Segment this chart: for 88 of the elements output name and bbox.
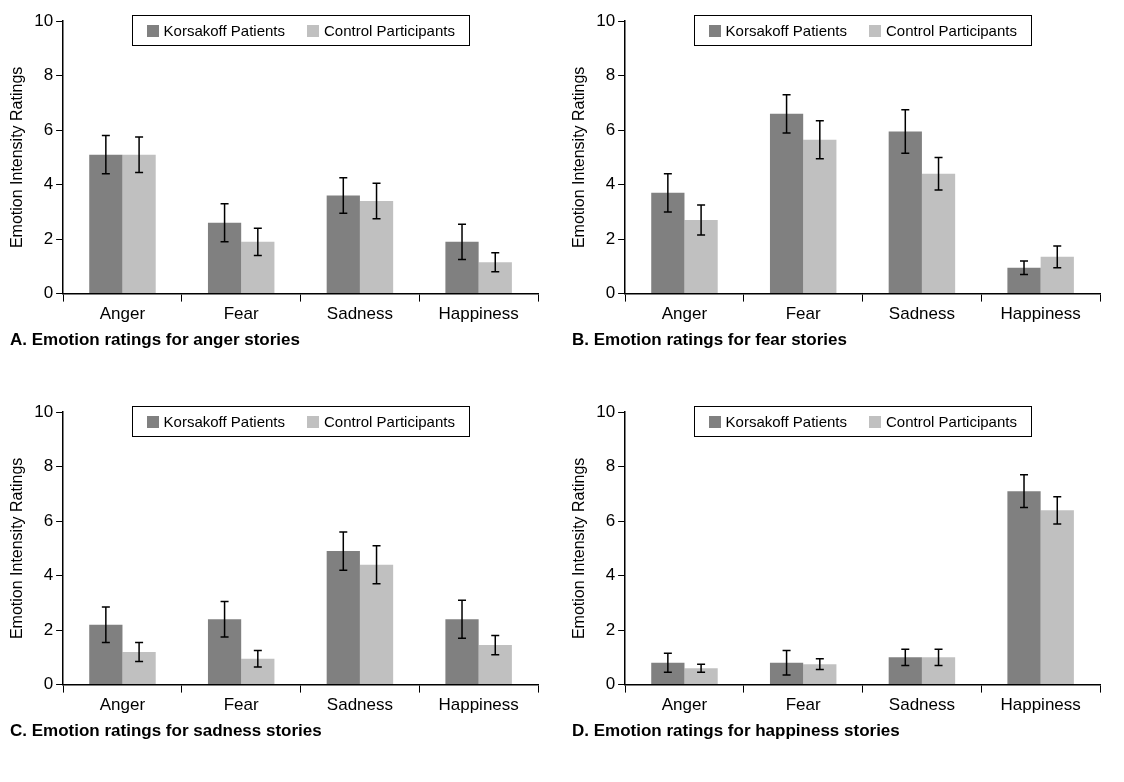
bar [478, 262, 512, 294]
text: C. Emotion ratings for sadness stories [10, 721, 322, 741]
bar [207, 619, 242, 685]
bar [1007, 267, 1041, 294]
bar [888, 131, 922, 294]
bar [122, 154, 156, 294]
x-tick-label: Fear [785, 695, 821, 715]
bar [921, 173, 956, 294]
legend-label: Korsakoff Patients [724, 22, 848, 40]
bar [769, 662, 804, 685]
y-tick-label: 6 [43, 119, 54, 139]
legend-label: Korsakoff Patients [162, 413, 286, 431]
y-tick-label: 6 [605, 119, 616, 139]
legend-label: Control Participants [885, 413, 1017, 431]
x-tick-label: Happiness [1000, 304, 1081, 324]
x-tick-label: Sadness [326, 304, 393, 324]
legend-label: Control Participants [323, 413, 455, 431]
bar [359, 564, 394, 685]
x-tick-label: Anger [661, 695, 708, 715]
legend-label: Korsakoff Patients [162, 22, 286, 40]
bar [684, 668, 718, 685]
x-tick-label: Anger [661, 304, 708, 324]
bar [241, 241, 275, 294]
y-tick-label: 8 [43, 65, 54, 85]
y-tick-label: 8 [605, 456, 616, 476]
text: A. Emotion ratings for anger stories [10, 330, 300, 350]
x-tick-label: Happiness [1000, 695, 1081, 715]
x-tick-label: Happiness [438, 695, 519, 715]
bar [1040, 510, 1074, 685]
y-tick-label: 2 [43, 619, 54, 639]
y-axis-title: Emotion Intensity Ratings [570, 66, 588, 249]
legend-label: Control Participants [323, 22, 455, 40]
y-tick-label: 6 [43, 510, 54, 530]
y-tick-label: 10 [596, 401, 616, 421]
x-tick-label: Anger [99, 304, 146, 324]
y-tick-label: 6 [605, 510, 616, 530]
legend-label: Control Participants [885, 22, 1017, 40]
text: D. Emotion ratings for happiness stories [572, 721, 900, 741]
y-tick-label: 10 [596, 10, 616, 30]
y-tick-label: 0 [605, 674, 616, 694]
bar [1040, 256, 1074, 294]
y-tick-label: 4 [43, 565, 54, 585]
y-axis-title: Emotion Intensity Ratings [8, 66, 26, 249]
bar [359, 200, 394, 294]
y-tick-label: 10 [34, 401, 54, 421]
bar [803, 664, 837, 685]
y-tick-label: 2 [43, 228, 54, 248]
bar [651, 192, 685, 294]
bar [445, 241, 479, 294]
bar [769, 113, 804, 294]
bar [445, 619, 479, 685]
bar [803, 139, 837, 294]
x-tick-label: Fear [223, 695, 259, 715]
x-tick-label: Fear [223, 304, 259, 324]
y-tick-label: 8 [43, 456, 54, 476]
bar [478, 645, 512, 685]
bar [888, 657, 922, 685]
y-tick-label: 8 [605, 65, 616, 85]
y-tick-label: 4 [605, 565, 616, 585]
bar [89, 154, 123, 294]
text: B. Emotion ratings for fear stories [572, 330, 847, 350]
y-tick-label: 0 [605, 283, 616, 303]
y-axis-title: Emotion Intensity Ratings [570, 457, 588, 640]
x-tick-label: Sadness [326, 695, 393, 715]
bar [651, 662, 685, 685]
bar [326, 551, 360, 685]
y-axis-title: Emotion Intensity Ratings [8, 457, 26, 640]
x-tick-label: Fear [785, 304, 821, 324]
bar [326, 195, 360, 294]
y-tick-label: 2 [605, 619, 616, 639]
bar [684, 220, 718, 294]
y-tick-label: 4 [605, 174, 616, 194]
y-tick-label: 0 [43, 283, 54, 303]
y-tick-label: 2 [605, 228, 616, 248]
y-tick-label: 4 [43, 174, 54, 194]
y-tick-label: 0 [43, 674, 54, 694]
x-tick-label: Sadness [888, 695, 955, 715]
bar [241, 658, 275, 685]
legend-label: Korsakoff Patients [724, 413, 848, 431]
x-tick-label: Anger [99, 695, 146, 715]
x-tick-label: Sadness [888, 304, 955, 324]
bar [207, 222, 242, 294]
bar [921, 657, 956, 685]
y-tick-label: 10 [34, 10, 54, 30]
x-tick-label: Happiness [438, 304, 519, 324]
bar [122, 651, 156, 685]
bar [89, 624, 123, 685]
bar [1007, 491, 1041, 685]
